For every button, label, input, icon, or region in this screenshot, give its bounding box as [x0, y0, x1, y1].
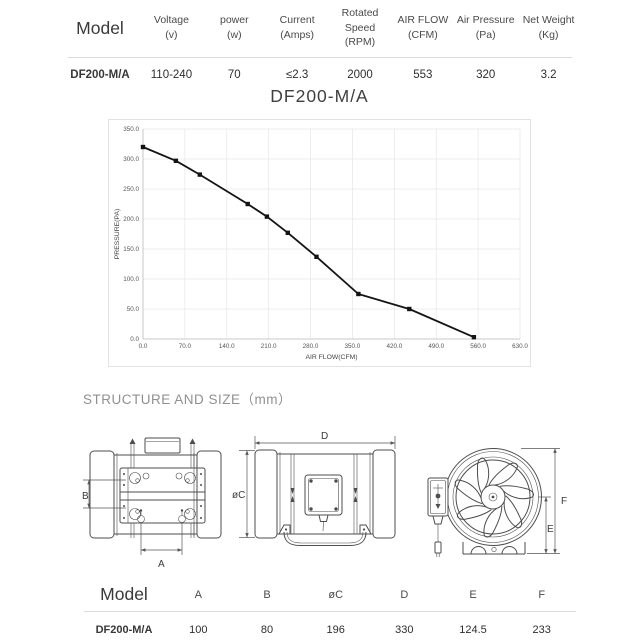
spec-value-model: DF200-M/A — [70, 69, 130, 82]
structure-size-heading: STRUCTURE AND SIZE（mm） — [83, 392, 293, 407]
impeller-blades — [454, 457, 534, 538]
cable-plug — [434, 541, 442, 554]
spec-header-rotated-speed: Rotated Speed (RPM) — [341, 7, 379, 49]
svg-text:280.0: 280.0 — [303, 343, 319, 350]
svg-text:200.0: 200.0 — [123, 216, 139, 223]
dimension-d-label: D — [321, 431, 328, 442]
svg-text:PRESSURE(PA): PRESSURE(PA) — [114, 209, 121, 259]
dim-header-f: F — [538, 588, 546, 601]
svg-text:70.0: 70.0 — [179, 343, 192, 350]
dimension-table-header: Model A B øC D E F — [84, 584, 576, 605]
svg-text:AIR FLOW(CFM): AIR FLOW(CFM) — [305, 354, 357, 361]
drawing-side-view-length: D — [232, 431, 396, 546]
dim-header-c: øC — [328, 588, 344, 601]
svg-text:210.0: 210.0 — [261, 343, 277, 350]
svg-text:350.0: 350.0 — [123, 126, 139, 133]
spec-value-rotated-speed: 2000 — [347, 69, 373, 82]
spec-value-air-pressure: 320 — [476, 69, 496, 82]
svg-text:350.0: 350.0 — [345, 343, 361, 350]
top-terminal-box — [144, 437, 181, 454]
dimension-e: E — [538, 496, 554, 554]
dimension-c-label: øC — [232, 490, 245, 501]
spec-header-air-pressure: Air Pressure (Pa) — [456, 14, 515, 42]
svg-text:490.0: 490.0 — [428, 343, 444, 350]
cable-gland — [432, 515, 444, 525]
clamp-straps — [290, 454, 358, 534]
svg-text:50.0: 50.0 — [127, 306, 140, 313]
dim-value-a: 100 — [189, 624, 208, 636]
spec-header-power: power (w) — [219, 14, 249, 42]
dimension-c: øC — [232, 450, 255, 538]
base-feet — [462, 542, 526, 555]
performance-chart: 0.0 70.0 140.0 210.0 280.0 350.0 420.0 490.0 560… — [108, 119, 531, 367]
dimension-e-label: E — [547, 524, 554, 535]
svg-text:420.0: 420.0 — [386, 343, 402, 350]
dim-header-a: A — [194, 588, 202, 601]
svg-text:140.0: 140.0 — [219, 343, 235, 350]
spec-value-current: ≤2.3 — [285, 69, 309, 82]
spec-header-model: Model — [60, 16, 140, 41]
junction-box — [304, 474, 343, 532]
spec-header-current: Current (Amps) — [279, 14, 315, 42]
dim-value-e: 124.5 — [459, 624, 487, 636]
performance-chart-svg: 0.0 70.0 140.0 210.0 280.0 350.0 420.0 490.0 560… — [114, 126, 528, 361]
dimension-f-label: F — [561, 496, 567, 507]
dim-header-d: D — [400, 588, 409, 601]
svg-text:630.0: 630.0 — [512, 343, 528, 350]
dimension-f: F — [521, 448, 567, 554]
dimension-d: D — [254, 431, 396, 449]
spec-table-header: Model Voltage (v) power (w) Current (Amp… — [60, 6, 580, 50]
dim-value-b: 80 — [260, 624, 274, 636]
spec-header-voltage: Voltage (v) — [153, 14, 189, 42]
spec-table: Model Voltage (v) power (w) Current (Amp… — [60, 6, 580, 81]
spec-header-air-flow: AIR FLOW (CFM) — [397, 14, 449, 42]
dimension-table-row: DF200-M/A 100 80 196 330 124.5 233 — [84, 624, 576, 636]
spec-table-divider — [68, 57, 572, 59]
junction-box — [427, 477, 449, 557]
dim-header-e: E — [469, 588, 477, 601]
dimension-b-label: B — [82, 491, 89, 502]
spec-header-model-label: Model — [76, 17, 124, 38]
dim-value-d: 330 — [395, 624, 414, 636]
cable-gland — [318, 514, 329, 522]
duct-body — [89, 450, 222, 539]
dimension-a: A — [140, 523, 183, 570]
svg-text:0.0: 0.0 — [139, 343, 148, 350]
power-cable — [322, 521, 324, 532]
spec-table-row: DF200-M/A 110-240 70 ≤2.3 2000 553 320 3… — [60, 69, 580, 81]
spec-value-net-weight: 3.2 — [540, 69, 557, 82]
svg-text:300.0: 300.0 — [123, 156, 139, 163]
dim-header-b: B — [263, 588, 271, 601]
dimension-a-label: A — [158, 559, 165, 570]
dim-value-f: 233 — [532, 624, 551, 636]
drawing-front-view: F E — [427, 448, 567, 557]
spec-value-power: 70 — [227, 69, 241, 82]
drawing-side-view-mounting: B A — [82, 437, 222, 570]
spec-header-net-weight: Net Weight (Kg) — [522, 14, 575, 42]
chart-title: DF200-M/A — [270, 86, 369, 106]
dimension-b: B — [82, 479, 126, 509]
dim-header-model: Model — [100, 584, 148, 604]
svg-text:150.0: 150.0 — [123, 246, 139, 253]
svg-text:100.0: 100.0 — [123, 276, 139, 283]
spec-value-air-flow: 553 — [413, 69, 433, 82]
dimension-table-divider — [84, 611, 576, 612]
duct-body — [254, 449, 396, 539]
feet-brackets — [278, 524, 372, 535]
carry-handle — [283, 531, 367, 546]
svg-text:0.0: 0.0 — [130, 336, 139, 343]
spec-value-voltage: 110-240 — [150, 69, 193, 82]
dim-value-c: 196 — [326, 624, 345, 636]
dim-value-model: DF200-M/A — [95, 624, 153, 636]
dimension-table: Model A B øC D E F DF200-M/A 100 80 196 … — [84, 584, 576, 636]
svg-text:560.0: 560.0 — [470, 343, 486, 350]
impeller — [454, 457, 534, 538]
mounting-plate — [119, 467, 206, 524]
svg-text:250.0: 250.0 — [123, 186, 139, 193]
